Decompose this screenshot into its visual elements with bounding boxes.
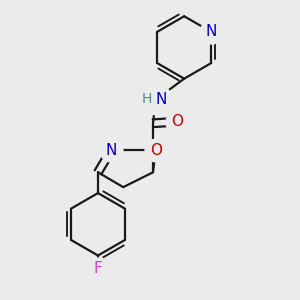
Text: N: N: [156, 92, 167, 107]
Text: N: N: [106, 142, 117, 158]
Text: O: O: [150, 142, 162, 158]
Text: N: N: [206, 24, 217, 39]
Text: F: F: [94, 261, 102, 276]
Text: H: H: [142, 92, 152, 106]
Text: O: O: [171, 114, 183, 129]
